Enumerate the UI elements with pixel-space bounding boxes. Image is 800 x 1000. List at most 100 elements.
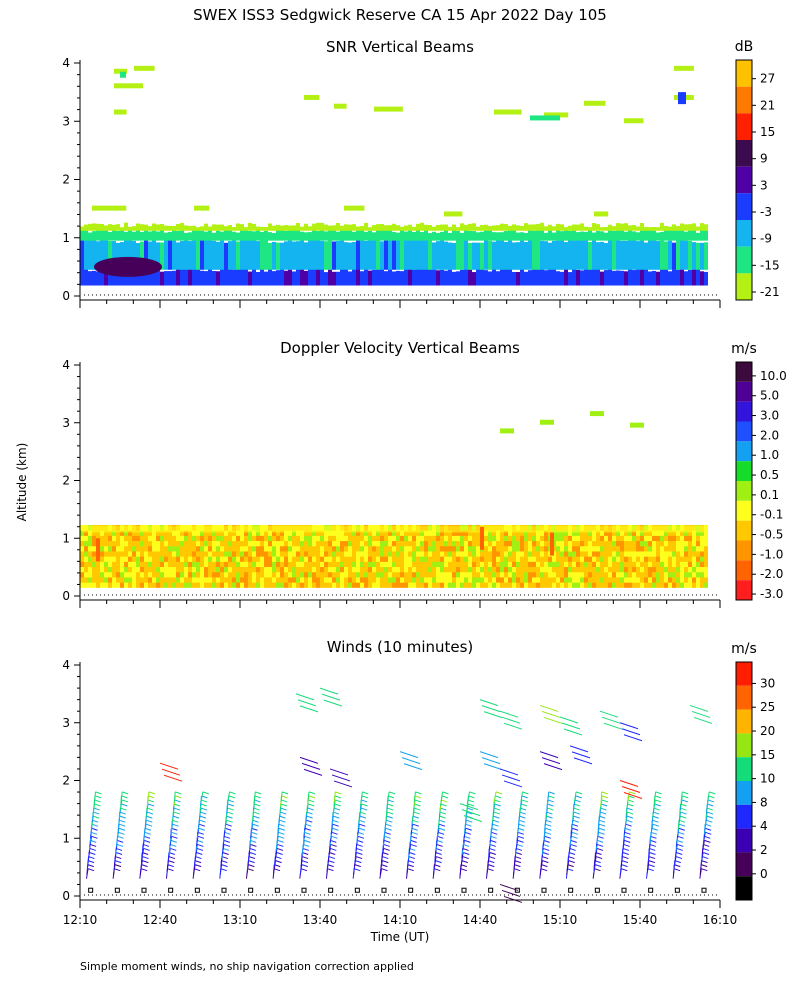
velocity-cell [208, 545, 212, 552]
snr-cell [388, 225, 392, 231]
velocity-cell [448, 556, 452, 562]
velocity-cell [484, 561, 488, 568]
wind-barb [628, 795, 635, 799]
velocity-cell [212, 571, 216, 578]
velocity-cell [372, 561, 376, 568]
velocity-cell [692, 545, 696, 552]
velocity-cell [564, 556, 568, 562]
velocity-cell [344, 582, 348, 588]
velocity-cell [148, 582, 152, 588]
wind-barb [382, 852, 389, 855]
velocity-cell [192, 530, 196, 536]
velocity-cell [636, 535, 640, 542]
velocity-cell [520, 540, 524, 547]
velocity-cell [680, 550, 684, 557]
snr-cell [92, 231, 96, 241]
velocity-cell [456, 566, 460, 573]
velocity-cell [184, 540, 188, 547]
velocity-cell [260, 561, 264, 568]
velocity-cell [416, 576, 420, 583]
velocity-cell [92, 561, 96, 568]
velocity-cell [112, 550, 116, 557]
wind-barb [651, 827, 658, 831]
snr-cell [352, 267, 356, 286]
velocity-cell [376, 582, 380, 588]
snr-cell [620, 240, 624, 270]
snr-cell [452, 229, 456, 241]
colorbar-swatch [736, 757, 752, 781]
snr-cell [440, 224, 444, 231]
velocity-cell [688, 566, 692, 573]
velocity-cell [216, 540, 220, 547]
velocity-cell [108, 576, 112, 583]
snr-cell [296, 229, 300, 241]
snr-cell [144, 239, 148, 270]
velocity-cell [168, 576, 172, 583]
snr-cell [288, 240, 292, 270]
wind-barb [304, 839, 311, 843]
snr-cell [392, 271, 396, 286]
velocity-cell [672, 545, 676, 552]
velocity-cell [428, 540, 432, 547]
velocity-cell [104, 556, 108, 562]
velocity-cell [624, 530, 628, 536]
snr-cell [680, 238, 684, 270]
velocity-cell [612, 582, 616, 588]
velocity-cell [648, 545, 652, 552]
velocity-cell [140, 561, 144, 568]
velocity-cell [176, 530, 180, 536]
wind-barb [542, 860, 549, 864]
velocity-cell [536, 582, 540, 588]
wind-barb [301, 860, 309, 864]
snr-cell [260, 269, 264, 286]
wind-barb [541, 710, 561, 718]
velocity-cell [352, 561, 356, 568]
wind-barb [673, 868, 681, 872]
velocity-cell [572, 556, 576, 562]
velocity-cell [144, 535, 148, 542]
velocity-cell [148, 545, 152, 552]
velocity-cell [148, 561, 152, 568]
snr-cell [424, 268, 428, 286]
snr-cell [520, 232, 524, 241]
velocity-cell [320, 535, 324, 542]
velocity-cell [232, 550, 236, 557]
snr-cell [416, 268, 420, 286]
wind-barb [488, 856, 496, 860]
wind-barb [387, 803, 394, 807]
velocity-cell [316, 540, 320, 547]
velocity-cell [340, 571, 344, 578]
velocity-cell [192, 535, 196, 542]
wind-barb [547, 799, 554, 803]
wind-barb [91, 823, 99, 827]
snr-cell [152, 230, 156, 241]
wind-barb [249, 847, 257, 851]
snr-cell [176, 224, 180, 231]
wind-barb [411, 831, 419, 835]
wind-ground-marker [674, 887, 680, 893]
snr-cell [348, 271, 352, 286]
wind-barb [597, 835, 604, 839]
snr-cell [592, 269, 596, 286]
snr-cell [700, 229, 704, 241]
velocity-cell [548, 582, 552, 588]
velocity-cell [244, 571, 248, 578]
snr-cell [696, 232, 700, 241]
velocity-cell [316, 566, 320, 573]
snr-cell [368, 270, 372, 286]
velocity-cell [324, 535, 328, 542]
wind-barb [275, 860, 282, 864]
velocity-cell [628, 545, 632, 552]
snr-cell [200, 226, 204, 231]
wind-barb [654, 795, 662, 799]
velocity-cell [156, 571, 160, 578]
velocity-cell [292, 540, 296, 547]
velocity-cell [428, 550, 432, 557]
wind-barb [440, 791, 444, 802]
snr-cell [236, 268, 240, 286]
snr-cell [140, 269, 144, 286]
velocity-cell [528, 550, 532, 557]
velocity-cell [148, 571, 152, 578]
wind-barb [223, 843, 231, 847]
snr-cell [644, 268, 648, 286]
